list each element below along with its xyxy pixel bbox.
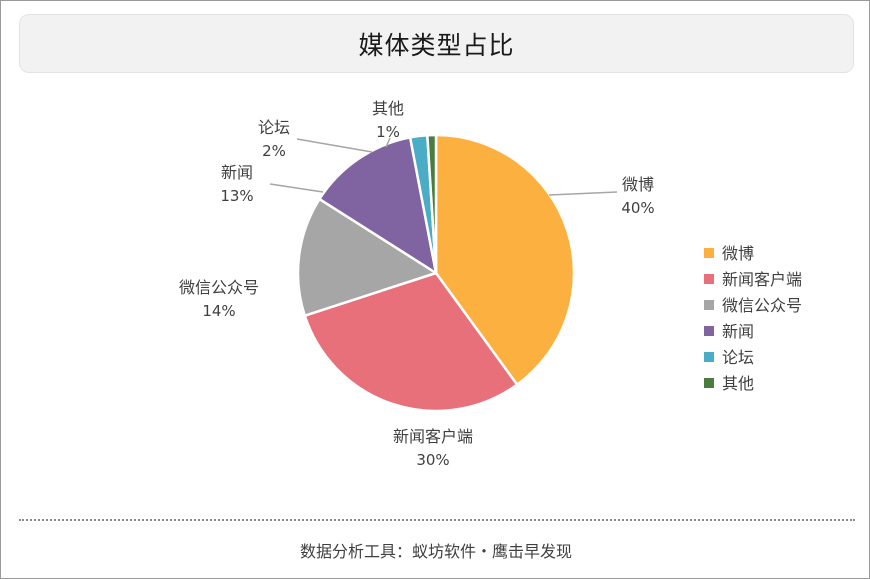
footer-credit: 数据分析工具：蚁坊软件・鹰击早发现 xyxy=(299,542,572,561)
legend-label-1: 新闻客户端 xyxy=(722,270,802,289)
data-label-value-4: 2% xyxy=(262,142,286,160)
data-label-name-5: 其他 xyxy=(372,99,404,118)
data-label-name-2: 微信公众号 xyxy=(179,278,259,297)
legend-label-3: 新闻 xyxy=(722,322,754,341)
legend-swatch-2 xyxy=(704,300,714,310)
legend-label-4: 论坛 xyxy=(722,348,754,367)
legend-label-5: 其他 xyxy=(722,374,754,393)
pie-slice-2 xyxy=(296,197,438,317)
title-bar: 媒体类型占比 xyxy=(19,14,854,73)
legend-label-0: 微博 xyxy=(722,244,754,263)
data-label-value-1: 30% xyxy=(416,451,449,469)
pie-slice-0 xyxy=(434,133,576,386)
data-label-name-0: 微博 xyxy=(622,175,654,194)
pie-slice-3 xyxy=(318,136,438,275)
leader-line-0 xyxy=(548,191,618,196)
data-label-name-1: 新闻客户端 xyxy=(393,427,473,446)
legend-swatch-4 xyxy=(704,352,714,362)
footer-divider xyxy=(19,519,855,521)
data-label-value-5: 1% xyxy=(376,123,400,141)
pie-slice-1 xyxy=(303,271,519,413)
data-label-name-4: 论坛 xyxy=(258,118,290,137)
data-label-name-3: 新闻 xyxy=(221,163,253,182)
legend-swatch-3 xyxy=(704,326,714,336)
data-label-value-3: 13% xyxy=(220,187,253,205)
chart-title: 媒体类型占比 xyxy=(358,30,515,60)
leader-line-3 xyxy=(269,183,324,193)
legend-label-2: 微信公众号 xyxy=(722,296,802,315)
legend-swatch-0 xyxy=(704,248,714,258)
legend-swatch-1 xyxy=(704,274,714,284)
leader-line-5 xyxy=(385,137,391,148)
data-label-value-0: 40% xyxy=(621,199,654,217)
data-label-value-2: 14% xyxy=(202,302,235,320)
leader-line-4 xyxy=(296,138,373,153)
legend-swatch-5 xyxy=(704,378,714,388)
pie-slice-5 xyxy=(426,133,438,275)
